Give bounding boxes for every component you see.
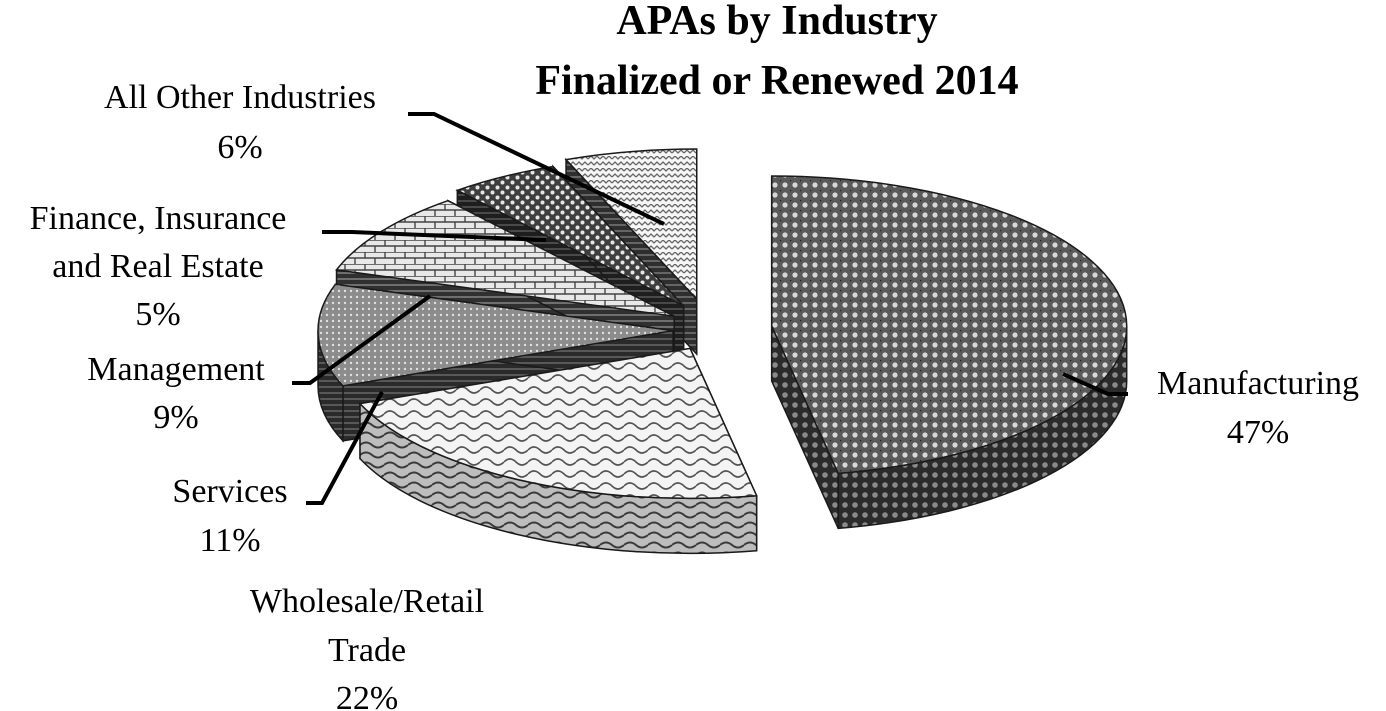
- slice-wholesale: [358, 347, 758, 555]
- label-manufacturing-name: Manufacturing: [1157, 365, 1359, 402]
- chart-title-line-1: APAs by Industry: [616, 0, 937, 44]
- label-wholesale-name-1: Wholesale/Retail: [250, 583, 484, 620]
- slice-all-other-top: [564, 148, 698, 301]
- slice-manufacturing: [770, 175, 1128, 530]
- leader-line-all-other: [408, 112, 665, 226]
- label-manufacturing: Manufacturing 47%: [1157, 365, 1359, 451]
- slice-finance-top: [455, 165, 685, 307]
- label-services-name: Services: [172, 473, 287, 510]
- leader-line-management: [292, 294, 432, 385]
- label-management-value: 9%: [153, 399, 198, 436]
- leader-line-services: [306, 391, 384, 505]
- label-all-other-name: All Other Industries: [104, 79, 376, 116]
- label-finance-name-2: and Real Estate: [52, 248, 263, 285]
- label-all-other-value: 6%: [217, 129, 262, 166]
- slice-labels: Manufacturing 47% Wholesale/Retail Trade…: [30, 79, 1359, 711]
- label-wholesale-name-2: Trade: [328, 632, 406, 669]
- label-management: Management 9%: [87, 351, 265, 436]
- chart-title-line-2: Finalized or Renewed 2014: [535, 58, 1018, 104]
- label-services: Services 11%: [172, 473, 287, 559]
- label-wholesale: Wholesale/Retail Trade 22%: [250, 583, 484, 711]
- leader-lines: [292, 112, 1128, 505]
- leader-line-manufacturing: [1062, 372, 1128, 396]
- slice-services-top: [317, 283, 674, 387]
- label-finance-name-1: Finance, Insurance: [30, 200, 287, 237]
- label-services-value: 11%: [199, 522, 260, 559]
- label-wholesale-value: 22%: [336, 680, 398, 711]
- slice-manufacturing-top: [770, 175, 1128, 475]
- label-finance: Finance, Insurance and Real Estate 5%: [30, 200, 287, 333]
- label-finance-value: 5%: [135, 296, 180, 333]
- label-all-other: All Other Industries 6%: [104, 79, 376, 166]
- pie-slices: [317, 148, 1128, 555]
- label-management-name: Management: [87, 351, 265, 388]
- label-manufacturing-value: 47%: [1227, 414, 1289, 451]
- leader-line-finance: [322, 230, 547, 242]
- slice-wholesale-top: [358, 347, 758, 500]
